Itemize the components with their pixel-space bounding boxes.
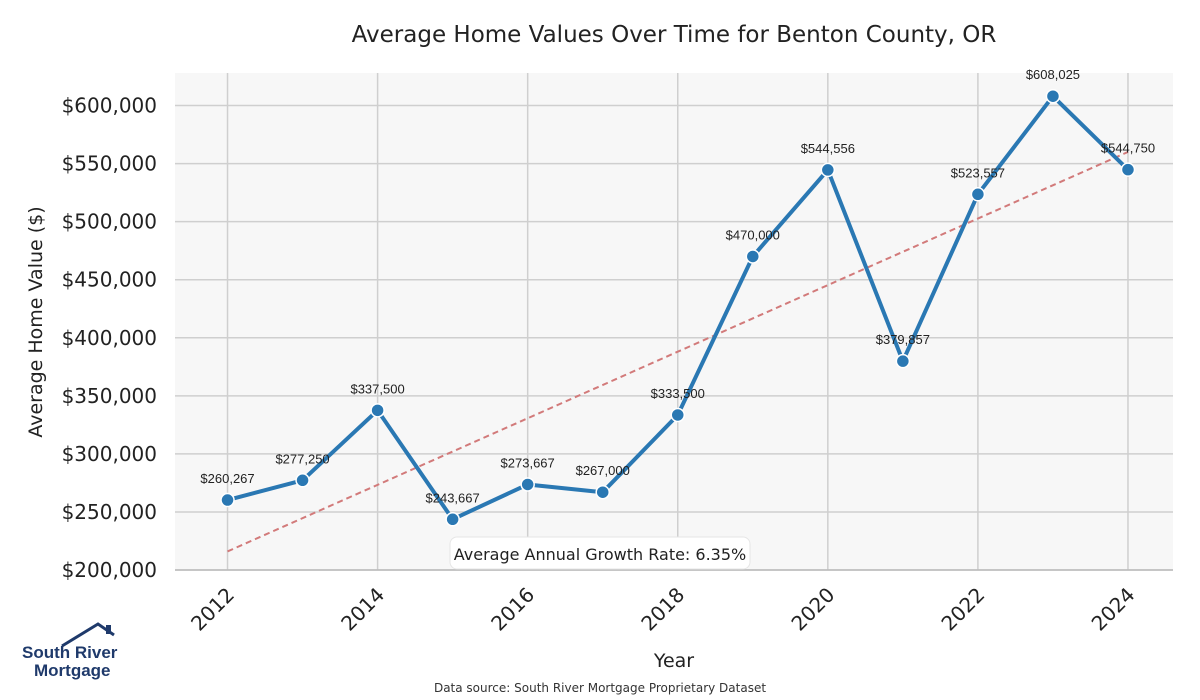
y-tick-label: $350,000 — [62, 384, 157, 408]
data-point — [670, 407, 686, 423]
data-point — [370, 403, 385, 418]
data-label: $333,500 — [651, 386, 705, 401]
data-point — [220, 492, 235, 508]
y-tick-label: $600,000 — [62, 94, 157, 118]
data-label: $544,556 — [801, 141, 855, 156]
data-label: $608,025 — [1026, 67, 1080, 82]
house-roof-icon — [61, 622, 115, 648]
company-logo: South River Mortgage — [22, 620, 122, 680]
data-label: $544,750 — [1101, 141, 1155, 156]
y-tick-label: $300,000 — [62, 442, 157, 466]
data-label: $277,250 — [275, 451, 329, 466]
data-point — [1120, 162, 1136, 177]
data-label: $243,667 — [426, 490, 480, 505]
data-point — [295, 473, 310, 488]
data-point — [1045, 88, 1061, 104]
data-label: $337,500 — [350, 381, 404, 396]
chart-title: Average Home Values Over Time for Benton… — [351, 22, 997, 48]
data-label: $273,667 — [501, 455, 555, 470]
data-label: $523,557 — [951, 165, 1005, 180]
y-tick-label: $200,000 — [62, 558, 157, 582]
x-tick-label: 2018 — [636, 583, 689, 636]
y-tick-label: $500,000 — [62, 210, 157, 234]
x-axis-label: Year — [653, 650, 695, 672]
logo-text-line1: South River — [22, 643, 118, 662]
x-tick-label: 2012 — [186, 583, 239, 636]
data-label: $470,000 — [726, 227, 780, 242]
data-point — [745, 249, 761, 264]
y-tick-label: $450,000 — [62, 268, 157, 292]
trend-line — [227, 151, 1129, 553]
y-tick-label: $250,000 — [62, 500, 157, 524]
x-tick-label: 2020 — [786, 583, 839, 636]
data-label: $260,267 — [200, 471, 254, 486]
x-tick-label: 2014 — [336, 583, 389, 636]
data-point — [520, 477, 535, 492]
plot-background — [175, 73, 1173, 570]
logo-text-line2: Mortgage — [34, 661, 111, 680]
data-point — [595, 484, 610, 500]
x-tick-label: 2022 — [936, 583, 989, 636]
data-point — [820, 162, 836, 178]
data-label: $379,857 — [876, 332, 930, 347]
y-tick-label: $550,000 — [62, 152, 157, 176]
data-point — [970, 187, 986, 202]
data-label: $267,000 — [576, 463, 630, 478]
data-source-note: Data source: South River Mortgage Propri… — [433, 681, 767, 695]
data-point — [445, 512, 460, 527]
x-tick-label: 2016 — [486, 583, 539, 636]
x-tick-label: 2024 — [1087, 583, 1140, 636]
annotation-box — [449, 536, 751, 570]
growth-rate-annotation: Average Annual Growth Rate: 6.35% — [454, 545, 746, 564]
y-tick-label: $400,000 — [62, 326, 157, 350]
data-point — [895, 353, 911, 369]
